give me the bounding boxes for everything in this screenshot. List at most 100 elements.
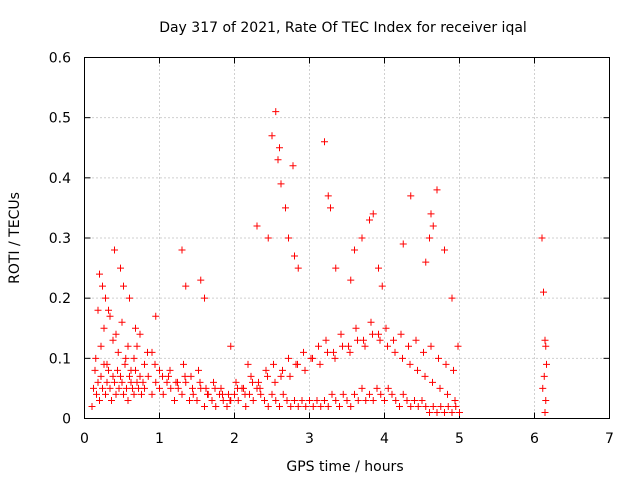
data-point	[411, 396, 418, 404]
data-point	[358, 384, 366, 392]
data-point	[109, 336, 117, 344]
data-point	[129, 384, 136, 392]
data-point	[144, 348, 151, 356]
data-point	[539, 384, 547, 392]
data-point	[139, 378, 147, 386]
data-point	[345, 342, 352, 350]
data-point	[324, 348, 331, 356]
data-point	[262, 366, 270, 374]
data-point	[105, 306, 112, 314]
data-point	[321, 138, 328, 146]
data-point	[264, 402, 272, 410]
data-point	[291, 396, 298, 404]
data-point	[195, 366, 202, 374]
data-point	[141, 384, 148, 392]
data-point	[148, 390, 156, 398]
data-point	[354, 396, 362, 404]
data-point	[407, 192, 415, 200]
data-point	[427, 210, 435, 218]
data-point	[277, 180, 285, 188]
data-point	[407, 402, 415, 410]
data-point	[361, 342, 369, 350]
data-point	[328, 390, 336, 398]
data-point	[249, 396, 257, 404]
data-point	[294, 264, 302, 272]
data-point	[282, 204, 289, 212]
data-point	[96, 396, 103, 404]
data-point	[112, 390, 120, 398]
data-point	[247, 372, 255, 380]
data-point	[127, 378, 135, 386]
data-point	[118, 378, 126, 386]
data-point	[330, 348, 337, 356]
data-point	[354, 336, 361, 344]
data-point	[159, 390, 167, 398]
data-point	[257, 390, 265, 398]
data-point	[159, 372, 166, 380]
data-point	[360, 336, 367, 344]
data-point	[201, 402, 208, 410]
data-point	[103, 360, 111, 368]
data-point	[285, 234, 292, 242]
data-point	[90, 384, 97, 392]
data-point	[377, 390, 385, 398]
data-point	[167, 384, 175, 392]
data-point	[261, 396, 268, 404]
data-point	[204, 390, 211, 398]
data-point	[321, 396, 328, 404]
data-point	[366, 216, 373, 224]
data-point	[180, 360, 187, 368]
data-point	[126, 294, 133, 302]
y-tick-label: 0.3	[49, 231, 71, 247]
y-tick-label: 0.1	[49, 351, 71, 367]
data-point	[186, 396, 193, 404]
data-point	[202, 384, 210, 392]
data-point	[122, 354, 130, 362]
data-point	[114, 348, 122, 356]
data-point	[96, 270, 103, 278]
data-point	[114, 366, 121, 374]
data-point	[120, 390, 127, 398]
data-point	[163, 378, 171, 386]
data-point	[540, 372, 548, 380]
data-point	[225, 390, 232, 398]
data-point	[541, 336, 549, 344]
data-point	[274, 156, 282, 164]
data-point	[300, 348, 307, 356]
data-point	[433, 408, 441, 416]
data-point	[369, 396, 377, 404]
x-tick-label: 2	[230, 431, 239, 447]
data-point	[392, 396, 400, 404]
data-point	[111, 246, 118, 254]
data-point	[242, 402, 250, 410]
data-point	[100, 324, 108, 332]
data-point	[347, 276, 355, 284]
data-point	[144, 372, 152, 380]
data-point	[315, 342, 322, 350]
data-point	[414, 402, 422, 410]
data-point	[391, 348, 399, 356]
data-point	[124, 342, 132, 350]
data-point	[234, 384, 241, 392]
data-point	[442, 360, 450, 368]
data-point	[327, 204, 334, 212]
data-point	[347, 402, 355, 410]
data-point	[255, 378, 262, 386]
data-point	[289, 162, 297, 170]
data-point	[444, 390, 451, 398]
data-point	[317, 402, 325, 410]
data-point	[189, 390, 197, 398]
data-point	[178, 390, 186, 398]
data-point	[339, 390, 347, 398]
data-point	[196, 378, 204, 386]
data-point	[165, 372, 172, 380]
data-point	[542, 396, 550, 404]
data-point	[108, 396, 115, 404]
y-tick-label: 0.6	[49, 51, 71, 67]
data-point	[422, 258, 430, 266]
data-point	[132, 324, 139, 332]
data-point	[298, 396, 306, 404]
data-point	[94, 306, 102, 314]
data-point	[543, 360, 550, 368]
